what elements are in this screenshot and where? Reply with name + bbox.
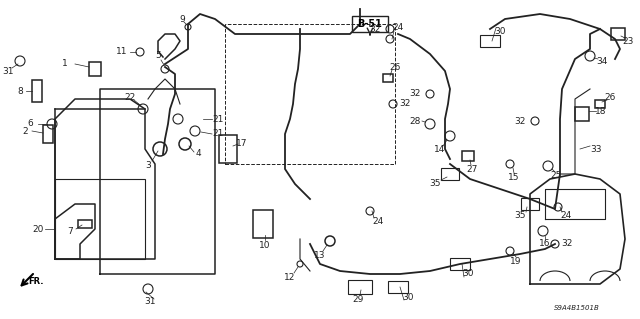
Bar <box>383 74 393 82</box>
Text: 11: 11 <box>116 48 128 56</box>
Bar <box>43 125 53 143</box>
Text: 17: 17 <box>236 139 248 149</box>
Text: 24: 24 <box>392 24 404 33</box>
Text: 32: 32 <box>410 90 420 99</box>
Text: 12: 12 <box>284 272 296 281</box>
Bar <box>78 220 92 228</box>
Text: 35: 35 <box>515 211 525 220</box>
Bar <box>55 179 145 259</box>
Text: 30: 30 <box>462 270 474 278</box>
Text: 24: 24 <box>372 217 383 226</box>
Bar <box>441 168 459 180</box>
Text: 30: 30 <box>494 26 506 35</box>
Bar <box>595 100 605 108</box>
Text: 25: 25 <box>550 172 562 181</box>
Bar <box>89 62 101 76</box>
Bar <box>480 35 500 47</box>
Text: B-51: B-51 <box>358 19 383 29</box>
Text: 33: 33 <box>590 145 602 153</box>
Text: 20: 20 <box>32 225 44 234</box>
Text: FR.: FR. <box>28 277 44 286</box>
Text: 28: 28 <box>410 116 420 125</box>
Text: 30: 30 <box>403 293 413 301</box>
Text: 34: 34 <box>596 56 608 65</box>
Text: 10: 10 <box>259 241 271 250</box>
Text: 5: 5 <box>155 51 161 61</box>
Text: 26: 26 <box>604 93 616 101</box>
Text: 21: 21 <box>212 115 224 123</box>
Text: 8: 8 <box>17 86 23 95</box>
Text: 23: 23 <box>622 36 634 46</box>
Text: 32: 32 <box>369 25 381 33</box>
Bar <box>388 281 408 293</box>
Text: S9A4B1501B: S9A4B1501B <box>554 305 600 311</box>
Text: 14: 14 <box>435 145 445 153</box>
Text: 15: 15 <box>508 173 520 182</box>
Text: 1: 1 <box>62 60 68 69</box>
Text: 3: 3 <box>145 161 151 170</box>
Text: 22: 22 <box>124 93 136 101</box>
Bar <box>575 107 589 121</box>
Bar <box>450 258 470 270</box>
Text: 27: 27 <box>467 165 477 174</box>
Text: 7: 7 <box>67 226 73 235</box>
Text: 29: 29 <box>352 294 364 303</box>
Bar <box>219 135 237 163</box>
Bar <box>352 16 388 32</box>
Bar <box>253 210 273 238</box>
Text: 24: 24 <box>561 211 572 219</box>
Text: 32: 32 <box>515 116 525 125</box>
Text: 31: 31 <box>3 66 13 76</box>
Text: 32: 32 <box>561 240 573 249</box>
Text: 9: 9 <box>179 16 185 25</box>
Bar <box>225 24 395 164</box>
Text: 6: 6 <box>27 120 33 129</box>
Text: 16: 16 <box>540 240 551 249</box>
Text: 19: 19 <box>510 257 522 266</box>
Bar <box>32 80 42 102</box>
Bar <box>348 280 372 294</box>
Text: 4: 4 <box>195 150 201 159</box>
Text: 18: 18 <box>595 107 607 115</box>
Text: 31: 31 <box>144 298 156 307</box>
Text: 13: 13 <box>314 251 326 261</box>
Bar <box>611 28 625 40</box>
Bar <box>462 151 474 161</box>
Text: 35: 35 <box>429 180 441 189</box>
Text: 26: 26 <box>389 63 401 71</box>
Text: 21: 21 <box>212 130 224 138</box>
Text: 32: 32 <box>399 100 411 108</box>
Text: 2: 2 <box>22 127 28 136</box>
Bar <box>521 198 539 210</box>
